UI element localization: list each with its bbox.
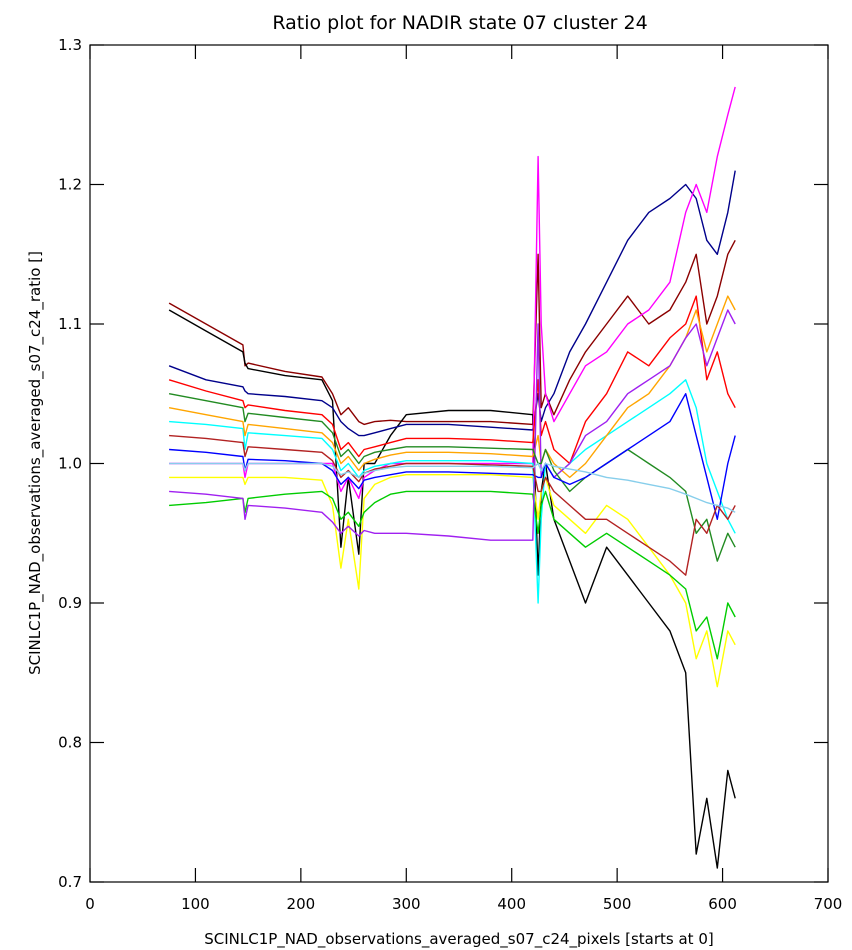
x-tick-label-1: 100 bbox=[181, 895, 210, 913]
series-line-2 bbox=[168, 170, 736, 437]
series-line-9 bbox=[169, 309, 736, 541]
x-tick-label-0: 0 bbox=[85, 895, 95, 913]
y-tick-label-2: 0.9 bbox=[58, 594, 82, 612]
y-axis-label: SCINLC1P_NAD_observations_averaged_s07_c… bbox=[26, 251, 45, 675]
chart-title: Ratio plot for NADIR state 07 cluster 24 bbox=[272, 12, 647, 34]
series-line-5 bbox=[169, 474, 736, 688]
series-line-4 bbox=[168, 295, 736, 465]
series-line-0 bbox=[168, 239, 736, 426]
series-line-10 bbox=[168, 393, 736, 562]
y-tick-label-5: 1.2 bbox=[58, 176, 82, 194]
series-line-7 bbox=[169, 490, 736, 660]
series-line-6 bbox=[169, 379, 736, 604]
x-tick-label-2: 200 bbox=[287, 895, 316, 913]
series-line-11 bbox=[169, 393, 736, 520]
y-tick-label-0: 0.7 bbox=[58, 873, 82, 891]
y-tick-label-6: 1.3 bbox=[58, 36, 82, 54]
series-layer bbox=[168, 86, 736, 869]
series-line-1 bbox=[168, 309, 736, 869]
y-tick-label-4: 1.1 bbox=[58, 315, 82, 333]
x-axis-label: SCINLC1P_NAD_observations_averaged_s07_c… bbox=[204, 930, 713, 949]
series-line-3 bbox=[169, 86, 736, 500]
x-tick-label-5: 500 bbox=[603, 895, 632, 913]
series-line-13 bbox=[169, 462, 736, 513]
series-line-12 bbox=[169, 434, 736, 576]
y-tick-label-3: 1.0 bbox=[58, 455, 82, 473]
x-tick-label-6: 600 bbox=[708, 895, 737, 913]
ticks-layer: 0 100 200 300 400 500 600 700 0.7 0.8 0.9 1.0 1.1 1.2… bbox=[58, 36, 842, 913]
x-tick-label-3: 300 bbox=[392, 895, 421, 913]
y-tick-label-1: 0.8 bbox=[58, 734, 82, 752]
x-tick-label-7: 700 bbox=[814, 895, 843, 913]
x-tick-label-4: 400 bbox=[497, 895, 526, 913]
